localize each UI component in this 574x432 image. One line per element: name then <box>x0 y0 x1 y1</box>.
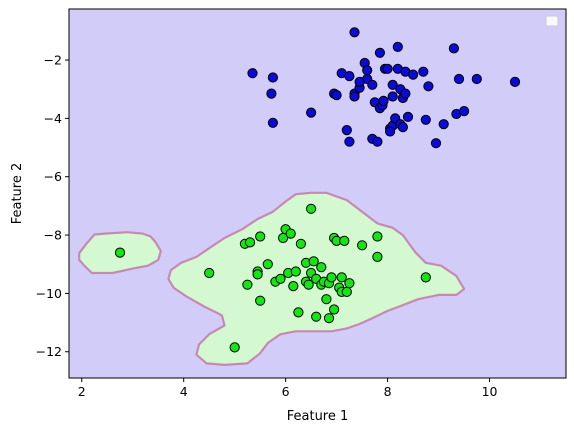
data-point <box>509 76 521 88</box>
data-point <box>349 27 360 38</box>
data-point <box>387 91 398 102</box>
data-point <box>448 43 459 54</box>
x-tick-label: 2 <box>78 384 86 399</box>
data-point <box>344 278 355 289</box>
data-point <box>336 272 347 283</box>
data-point <box>247 68 258 79</box>
data-points <box>114 27 521 353</box>
y-tick-label: −4 <box>44 111 62 126</box>
x-tick-label: 10 <box>482 384 498 399</box>
x-tick-label: 4 <box>180 384 188 399</box>
data-point <box>387 79 398 90</box>
data-point <box>329 304 340 315</box>
data-point <box>438 119 449 130</box>
x-tick-label: 8 <box>384 384 392 399</box>
data-point <box>293 307 304 318</box>
data-point <box>266 88 277 99</box>
data-point <box>420 272 431 283</box>
data-point <box>204 267 215 279</box>
data-point <box>459 106 470 117</box>
y-tick-label: −12 <box>36 344 62 359</box>
data-point <box>290 266 301 277</box>
data-point <box>349 91 360 102</box>
data-point <box>354 76 365 88</box>
data-point <box>267 117 278 128</box>
data-point <box>267 72 278 83</box>
y-tick-label: −6 <box>44 169 62 184</box>
data-point <box>392 41 403 53</box>
data-point <box>316 262 327 273</box>
data-point <box>378 95 389 107</box>
data-point <box>262 259 273 270</box>
x-axis-ticks: 2 4 6 8 10 <box>78 378 498 399</box>
data-point <box>255 295 266 306</box>
data-point <box>341 125 352 136</box>
data-point <box>344 136 355 147</box>
data-point <box>402 111 414 123</box>
data-point <box>229 342 240 353</box>
data-point <box>285 228 296 239</box>
data-point <box>385 126 396 137</box>
data-point <box>331 90 342 101</box>
data-point <box>295 238 306 249</box>
data-point <box>357 240 368 251</box>
data-point <box>420 114 431 125</box>
data-point <box>344 71 355 82</box>
x-axis-label: Feature 1 <box>287 409 349 424</box>
data-point <box>255 231 266 242</box>
data-point <box>408 69 419 80</box>
data-point <box>367 79 378 90</box>
data-point <box>372 231 383 242</box>
legend-box <box>545 15 559 27</box>
y-axis-ticks: −12 −10 −8 −6 −4 −2 <box>36 53 69 359</box>
data-point <box>303 279 314 290</box>
data-point <box>382 63 393 74</box>
data-point <box>308 256 319 267</box>
y-tick-label: −10 <box>36 286 62 301</box>
data-point <box>341 286 352 297</box>
data-point <box>372 251 383 262</box>
data-point <box>311 311 322 322</box>
data-point <box>242 279 253 290</box>
data-point <box>453 73 465 85</box>
data-point <box>323 313 335 324</box>
data-point <box>306 107 317 118</box>
data-point <box>430 138 442 149</box>
data-point <box>397 122 408 133</box>
data-point <box>288 281 299 292</box>
data-point <box>471 73 482 85</box>
y-tick-label: −2 <box>44 53 62 68</box>
data-point <box>339 235 350 246</box>
data-point <box>114 247 126 258</box>
plot-frame <box>68 8 567 379</box>
data-point <box>321 294 332 305</box>
data-point <box>244 237 256 248</box>
data-point <box>418 66 429 77</box>
data-point <box>423 81 434 92</box>
x-tick-label: 6 <box>282 384 290 399</box>
y-axis-label: Feature 2 <box>10 163 25 225</box>
y-tick-label: −8 <box>44 228 62 243</box>
data-point <box>372 136 383 147</box>
data-point <box>252 269 263 280</box>
data-point <box>326 272 337 283</box>
data-point <box>400 88 411 99</box>
data-point <box>275 273 286 284</box>
data-point <box>306 203 317 214</box>
data-point <box>374 47 385 58</box>
data-point <box>362 65 373 76</box>
